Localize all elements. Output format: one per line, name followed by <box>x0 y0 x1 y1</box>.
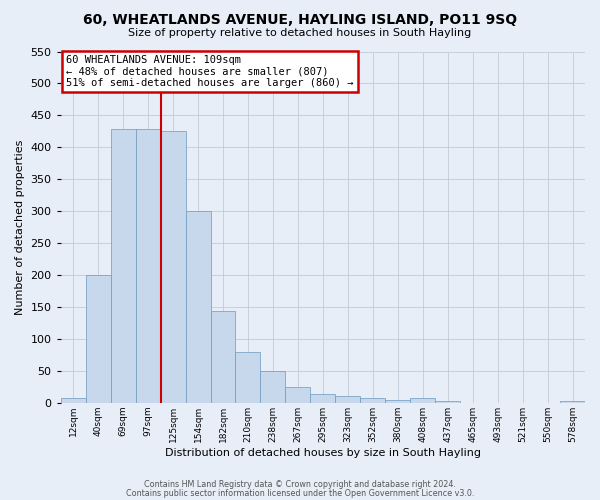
Text: Contains HM Land Registry data © Crown copyright and database right 2024.: Contains HM Land Registry data © Crown c… <box>144 480 456 489</box>
Bar <box>435 401 460 403</box>
Text: Contains public sector information licensed under the Open Government Licence v3: Contains public sector information licen… <box>126 488 474 498</box>
Bar <box>560 401 585 403</box>
Bar <box>161 132 185 403</box>
Bar <box>211 312 235 403</box>
Bar <box>310 394 335 403</box>
Y-axis label: Number of detached properties: Number of detached properties <box>15 140 25 315</box>
Bar <box>136 130 161 403</box>
Bar <box>410 398 435 403</box>
Bar <box>110 130 136 403</box>
Text: 60 WHEATLANDS AVENUE: 109sqm
← 48% of detached houses are smaller (807)
51% of s: 60 WHEATLANDS AVENUE: 109sqm ← 48% of de… <box>66 55 353 88</box>
Bar <box>385 400 410 403</box>
Bar <box>335 396 361 403</box>
Bar <box>86 275 110 403</box>
Bar <box>286 387 310 403</box>
Bar <box>361 398 385 403</box>
Bar <box>260 371 286 403</box>
Text: 60, WHEATLANDS AVENUE, HAYLING ISLAND, PO11 9SQ: 60, WHEATLANDS AVENUE, HAYLING ISLAND, P… <box>83 12 517 26</box>
X-axis label: Distribution of detached houses by size in South Hayling: Distribution of detached houses by size … <box>165 448 481 458</box>
Bar <box>185 211 211 403</box>
Bar <box>61 398 86 403</box>
Text: Size of property relative to detached houses in South Hayling: Size of property relative to detached ho… <box>128 28 472 38</box>
Bar <box>235 352 260 403</box>
